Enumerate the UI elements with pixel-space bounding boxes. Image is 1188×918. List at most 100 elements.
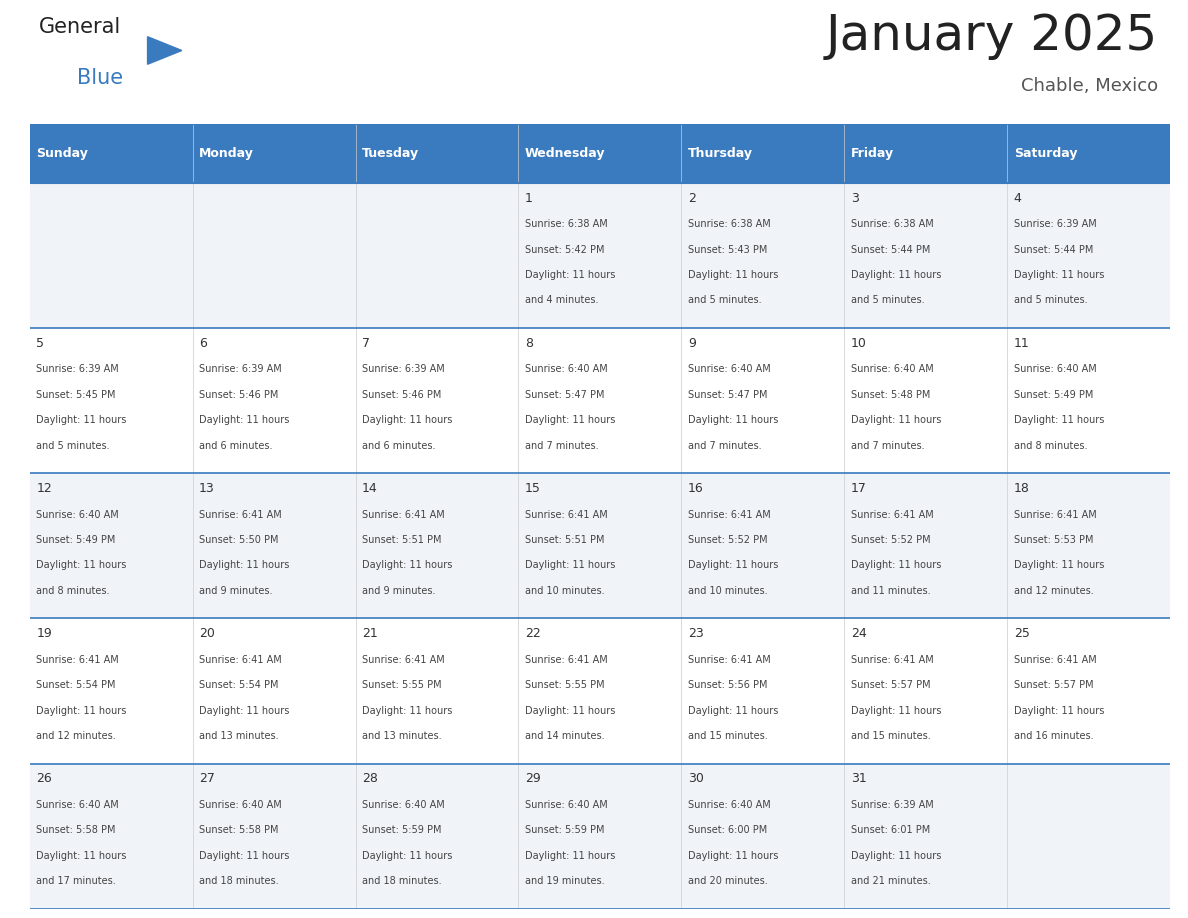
Text: 25: 25 (1013, 627, 1030, 640)
Text: Daylight: 11 hours: Daylight: 11 hours (200, 560, 290, 570)
Text: Sunrise: 6:41 AM: Sunrise: 6:41 AM (200, 655, 282, 665)
Bar (30, 328, 1170, 473)
Text: 30: 30 (688, 772, 703, 785)
Text: Sunset: 6:00 PM: Sunset: 6:00 PM (688, 825, 767, 835)
Text: 9: 9 (688, 337, 696, 350)
Text: Sunrise: 6:41 AM: Sunrise: 6:41 AM (362, 509, 444, 520)
Text: Sunset: 5:46 PM: Sunset: 5:46 PM (200, 390, 278, 399)
Text: and 13 minutes.: and 13 minutes. (362, 731, 442, 741)
Text: Sunset: 5:53 PM: Sunset: 5:53 PM (1013, 535, 1093, 545)
Text: 24: 24 (851, 627, 866, 640)
Text: Sunrise: 6:40 AM: Sunrise: 6:40 AM (200, 800, 282, 810)
Text: Sunset: 5:44 PM: Sunset: 5:44 PM (1013, 244, 1093, 254)
Text: Sunset: 5:47 PM: Sunset: 5:47 PM (688, 390, 767, 399)
Text: Daylight: 11 hours: Daylight: 11 hours (525, 270, 615, 280)
Bar (355, 124, 518, 183)
Polygon shape (147, 37, 182, 64)
Text: 17: 17 (851, 482, 867, 495)
Text: and 6 minutes.: and 6 minutes. (200, 441, 272, 451)
Text: Daylight: 11 hours: Daylight: 11 hours (688, 270, 778, 280)
Text: 2: 2 (688, 192, 696, 205)
Text: Sunrise: 6:40 AM: Sunrise: 6:40 AM (525, 800, 608, 810)
Text: 4: 4 (1013, 192, 1022, 205)
Text: and 14 minutes.: and 14 minutes. (525, 731, 605, 741)
Text: and 8 minutes.: and 8 minutes. (36, 586, 109, 596)
Text: 5: 5 (36, 337, 44, 350)
Text: and 4 minutes.: and 4 minutes. (525, 296, 599, 306)
Text: Sunrise: 6:40 AM: Sunrise: 6:40 AM (362, 800, 444, 810)
Bar (518, 124, 682, 183)
Text: Wednesday: Wednesday (525, 147, 606, 160)
Text: Saturday: Saturday (1013, 147, 1078, 160)
Text: Thursday: Thursday (688, 147, 753, 160)
Text: Daylight: 11 hours: Daylight: 11 hours (851, 270, 941, 280)
Text: Daylight: 11 hours: Daylight: 11 hours (851, 706, 941, 715)
Text: Sunrise: 6:39 AM: Sunrise: 6:39 AM (1013, 219, 1097, 230)
Text: Sunrise: 6:41 AM: Sunrise: 6:41 AM (200, 509, 282, 520)
Text: Daylight: 11 hours: Daylight: 11 hours (362, 560, 453, 570)
Text: 13: 13 (200, 482, 215, 495)
Text: Sunrise: 6:38 AM: Sunrise: 6:38 AM (688, 219, 771, 230)
Text: 15: 15 (525, 482, 541, 495)
Text: Sunset: 5:57 PM: Sunset: 5:57 PM (1013, 680, 1093, 690)
Text: and 9 minutes.: and 9 minutes. (200, 586, 272, 596)
Text: Sunset: 5:45 PM: Sunset: 5:45 PM (36, 390, 115, 399)
Text: 27: 27 (200, 772, 215, 785)
Text: Sunset: 5:59 PM: Sunset: 5:59 PM (362, 825, 442, 835)
Bar (1007, 124, 1170, 183)
Text: and 7 minutes.: and 7 minutes. (851, 441, 924, 451)
Text: 14: 14 (362, 482, 378, 495)
Text: Sunrise: 6:40 AM: Sunrise: 6:40 AM (525, 364, 608, 375)
Text: Daylight: 11 hours: Daylight: 11 hours (851, 560, 941, 570)
Text: Sunrise: 6:40 AM: Sunrise: 6:40 AM (1013, 364, 1097, 375)
Text: and 20 minutes.: and 20 minutes. (688, 876, 767, 886)
Text: Sunset: 5:57 PM: Sunset: 5:57 PM (851, 680, 930, 690)
Text: and 12 minutes.: and 12 minutes. (36, 731, 116, 741)
Text: Sunset: 5:46 PM: Sunset: 5:46 PM (362, 390, 442, 399)
Text: 1: 1 (525, 192, 533, 205)
Text: 23: 23 (688, 627, 703, 640)
Text: Sunset: 5:54 PM: Sunset: 5:54 PM (36, 680, 115, 690)
Bar (30, 473, 1170, 619)
Text: Sunset: 5:59 PM: Sunset: 5:59 PM (525, 825, 605, 835)
Text: and 21 minutes.: and 21 minutes. (851, 876, 930, 886)
Text: Daylight: 11 hours: Daylight: 11 hours (688, 415, 778, 425)
Text: Daylight: 11 hours: Daylight: 11 hours (688, 851, 778, 861)
Text: 29: 29 (525, 772, 541, 785)
Text: Blue: Blue (77, 68, 124, 88)
Text: and 12 minutes.: and 12 minutes. (1013, 586, 1093, 596)
Text: Daylight: 11 hours: Daylight: 11 hours (525, 560, 615, 570)
Text: Sunset: 5:47 PM: Sunset: 5:47 PM (525, 390, 605, 399)
Text: Sunrise: 6:41 AM: Sunrise: 6:41 AM (525, 655, 608, 665)
Text: Daylight: 11 hours: Daylight: 11 hours (525, 415, 615, 425)
Text: 18: 18 (1013, 482, 1030, 495)
Text: Daylight: 11 hours: Daylight: 11 hours (1013, 415, 1104, 425)
Text: and 15 minutes.: and 15 minutes. (688, 731, 767, 741)
Text: 10: 10 (851, 337, 867, 350)
Text: Sunrise: 6:41 AM: Sunrise: 6:41 AM (851, 655, 934, 665)
Text: Sunrise: 6:41 AM: Sunrise: 6:41 AM (362, 655, 444, 665)
Text: 21: 21 (362, 627, 378, 640)
Text: Sunday: Sunday (36, 147, 88, 160)
Text: Daylight: 11 hours: Daylight: 11 hours (688, 560, 778, 570)
Text: and 7 minutes.: and 7 minutes. (525, 441, 599, 451)
Bar (30, 183, 1170, 328)
Text: Friday: Friday (851, 147, 895, 160)
Text: Daylight: 11 hours: Daylight: 11 hours (362, 706, 453, 715)
Text: 22: 22 (525, 627, 541, 640)
Text: Sunrise: 6:40 AM: Sunrise: 6:40 AM (688, 364, 771, 375)
Text: Daylight: 11 hours: Daylight: 11 hours (851, 415, 941, 425)
Text: Sunset: 5:58 PM: Sunset: 5:58 PM (36, 825, 115, 835)
Text: Tuesday: Tuesday (362, 147, 419, 160)
Text: Daylight: 11 hours: Daylight: 11 hours (36, 851, 127, 861)
Bar (192, 124, 355, 183)
Text: Sunrise: 6:41 AM: Sunrise: 6:41 AM (1013, 509, 1097, 520)
Text: Monday: Monday (200, 147, 254, 160)
Text: Sunset: 5:51 PM: Sunset: 5:51 PM (362, 535, 442, 545)
Text: 26: 26 (36, 772, 52, 785)
Text: and 9 minutes.: and 9 minutes. (362, 586, 436, 596)
Text: Sunset: 5:55 PM: Sunset: 5:55 PM (525, 680, 605, 690)
Bar (30, 124, 192, 183)
Text: Sunrise: 6:40 AM: Sunrise: 6:40 AM (36, 800, 119, 810)
Text: Daylight: 11 hours: Daylight: 11 hours (36, 560, 127, 570)
